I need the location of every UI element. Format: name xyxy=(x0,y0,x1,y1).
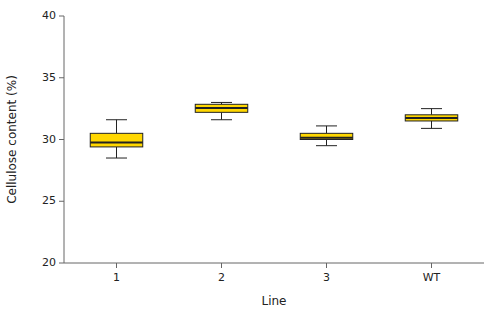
lower-cap xyxy=(211,119,232,120)
median-line xyxy=(195,107,248,109)
box xyxy=(90,133,143,147)
y-tick-label: 30 xyxy=(42,133,56,146)
x-tick-label: 1 xyxy=(113,271,120,284)
lower-cap xyxy=(106,158,127,159)
x-tick-label: WT xyxy=(423,271,441,284)
median-line xyxy=(405,117,458,119)
y-tick xyxy=(59,263,64,264)
y-tick-label: 40 xyxy=(42,9,56,22)
lower-cap xyxy=(421,128,442,129)
y-tick xyxy=(59,139,64,140)
x-tick-label: 2 xyxy=(218,271,225,284)
x-axis-label: Line xyxy=(261,294,286,308)
chart-container: 20 25 30 35 40 1 2 3 WT Line Cellulose content (%) xyxy=(0,0,500,315)
x-tick xyxy=(326,263,327,268)
upper-cap xyxy=(106,119,127,120)
median-line xyxy=(90,142,143,144)
chart: 20 25 30 35 40 1 2 3 WT Line Cellulose content (%) xyxy=(0,0,500,315)
upper-cap xyxy=(316,125,337,126)
lower-whisker xyxy=(431,121,432,128)
upper-whisker xyxy=(116,120,117,134)
y-tick xyxy=(59,201,64,202)
y-tick-label: 35 xyxy=(42,71,56,84)
upper-cap xyxy=(211,102,232,103)
box xyxy=(300,133,353,139)
x-tick xyxy=(431,263,432,268)
x-tick-label: 3 xyxy=(323,271,330,284)
plot-area xyxy=(90,102,458,158)
upper-cap xyxy=(421,108,442,109)
y-axis-label: Cellulose content (%) xyxy=(5,75,19,204)
y-tick-label: 25 xyxy=(42,194,56,207)
x-tick xyxy=(116,263,117,268)
lower-whisker xyxy=(116,147,117,158)
y-tick xyxy=(59,16,64,17)
upper-whisker xyxy=(431,109,432,115)
box xyxy=(405,115,458,121)
upper-whisker xyxy=(326,126,327,133)
y-tick-label: 20 xyxy=(42,256,56,269)
box xyxy=(195,104,248,112)
x-axis-line xyxy=(64,263,484,264)
median-line xyxy=(300,137,353,139)
y-tick xyxy=(59,77,64,78)
lower-whisker xyxy=(326,140,327,146)
x-tick xyxy=(221,263,222,268)
lower-whisker xyxy=(221,112,222,119)
lower-cap xyxy=(316,145,337,146)
